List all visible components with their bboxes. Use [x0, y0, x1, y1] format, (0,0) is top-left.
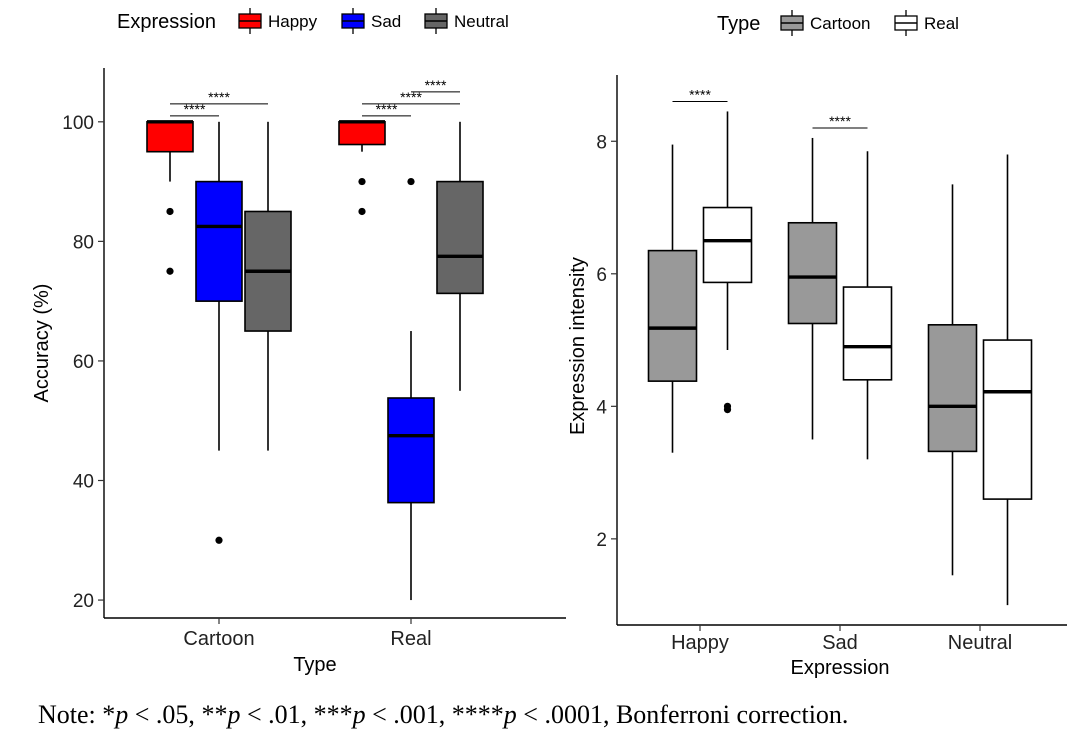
footnote-suffix: Bonferroni correction.	[615, 700, 849, 729]
p2-box-real-neutral	[982, 339, 1033, 500]
p1-legend-title: Expression	[117, 11, 216, 33]
p1-x-tick-label-cartoon: Cartoon	[183, 628, 254, 650]
p1-y-tick-label: 20	[73, 591, 94, 612]
footnote-p-3: p	[352, 700, 366, 729]
footnote-rel-4: < .0001,	[516, 700, 616, 729]
p2-x-axis-title: Expression	[791, 657, 890, 679]
p2-box-real-happy-outlier	[723, 406, 732, 414]
footnote-rel-3: < .001,	[365, 700, 452, 729]
footnote-stars-3: ***	[313, 700, 353, 729]
p2-x-tick-label-neutral: Neutral	[948, 632, 1012, 654]
p1-x-axis-title: Type	[293, 654, 336, 676]
p1-x-tick-label-real: Real	[390, 628, 431, 650]
p2-box-cartoon-neutral	[927, 324, 978, 453]
p1-y-tick-label: 80	[73, 232, 94, 253]
p2-y-tick-label: 8	[596, 132, 607, 153]
footnote-prefix: Note:	[38, 700, 103, 729]
p1-legend-label-sad: Sad	[371, 12, 401, 31]
footnote-p-1: p	[115, 700, 129, 729]
footnote-stars-2: **	[201, 700, 228, 729]
footnote-rel-2: < .01,	[240, 700, 314, 729]
p2-y-tick-label: 4	[596, 397, 607, 418]
p1-box-happy-real	[338, 121, 386, 146]
p1-box-happy-cartoon-outlier	[166, 267, 174, 275]
p2-legend-label-real: Real	[924, 14, 959, 33]
p1-y-axis-title: Accuracy (%)	[31, 284, 53, 403]
p1-box-sad-cartoon-outlier	[215, 536, 223, 544]
p2-y-tick-label: 6	[596, 265, 607, 286]
p2-box-cartoon-happy	[647, 249, 698, 382]
p2-legend-title: Type	[717, 13, 760, 35]
p1-y-tick-label: 40	[73, 472, 94, 493]
footnote-p-2: p	[227, 700, 241, 729]
p1-legend-label-neutral: Neutral	[454, 12, 509, 31]
p2-y-axis-title: Expression intensity	[567, 257, 589, 435]
figure: 20 40 60 80 100 Cartoon Real Type Accuracy (%) **…	[31, 8, 1067, 679]
p1-box-happy-real-outlier	[358, 177, 366, 186]
p1-box-happy-real-outlier	[358, 207, 366, 216]
footnote: Note: *p < .05, **p < .01, ***p < .001, …	[38, 700, 848, 730]
p2-sig-sad-cartoon-real-label: ****	[829, 113, 851, 129]
p2-legend-label-cartoon: Cartoon	[810, 14, 870, 33]
p2-box-real-happy	[702, 206, 753, 284]
footnote-p-4: p	[503, 700, 517, 729]
p2-box-real-sad	[842, 286, 893, 381]
p1-box-neutral-real	[436, 180, 484, 295]
p1-sig-real-happy-neutral-label: ****	[400, 89, 422, 105]
footnote-stars-1: *	[102, 700, 116, 729]
p2-y-tick-label: 2	[596, 530, 607, 551]
p1-sig-cartoon-happy-sad-label: ****	[184, 101, 206, 117]
footnote-stars-4: ****	[451, 700, 504, 729]
p2-x-tick-label-sad: Sad	[822, 632, 858, 654]
p2-box-cartoon-sad	[787, 221, 838, 325]
footnote-rel-1: < .05,	[128, 700, 202, 729]
p1-box-happy-cartoon-outlier	[166, 207, 174, 216]
p1-y-tick-label: 60	[73, 352, 94, 373]
p2-x-tick-label-happy: Happy	[671, 632, 729, 654]
p2-sig-happy-cartoon-real-label: ****	[689, 87, 711, 103]
p1-y-tick-label: 100	[62, 113, 94, 134]
p1-box-sad-real	[387, 397, 435, 504]
p1-box-sad-real-outlier	[407, 177, 415, 186]
p1-box-happy-cartoon	[146, 121, 194, 153]
p1-sig-real-happy-sad-label: ****	[376, 101, 398, 117]
p1-sig-real-sad-neutral-label: ****	[425, 77, 447, 93]
p1-box-sad-cartoon	[195, 180, 243, 302]
p1-legend-label-happy: Happy	[268, 12, 318, 31]
p1-sig-cartoon-happy-neutral-label: ****	[208, 89, 230, 105]
